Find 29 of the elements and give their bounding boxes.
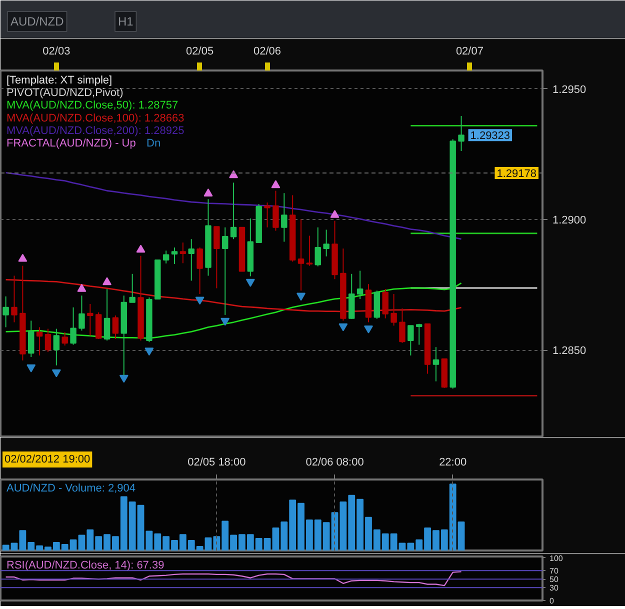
- text: AUD/NZD: [10, 14, 64, 28]
- x-tick-label: 22:00: [439, 456, 467, 468]
- text: Dn: [146, 138, 161, 150]
- y-tick-label: 1.2950: [552, 84, 586, 96]
- text: MVA(AUD/NZD.Close,200): 1.28925: [6, 124, 184, 137]
- y-tick-label: 1.2900: [552, 214, 586, 227]
- x-tick-label: 02/05 18:00: [188, 456, 246, 468]
- text: 1.29323: [470, 130, 510, 142]
- x-tick-label: 02/07: [456, 46, 484, 58]
- x-tick-label: 02/06: [254, 46, 282, 58]
- y-tick-label: 30: [550, 584, 559, 593]
- text: PIVOT(AUD/NZD,Pivot): [6, 87, 124, 100]
- x-tick-label: 02/03: [42, 46, 70, 58]
- x-tick-label: 02/06 08:00: [306, 456, 364, 468]
- text: MVA(AUD/NZD.Close,50): 1.28757: [6, 100, 178, 112]
- y-tick-label: 0: [550, 596, 554, 606]
- ref-line-label: 1.29178: [496, 168, 537, 180]
- y-tick-label: 1.2850: [552, 345, 586, 358]
- text: MVA(AUD/NZD.Close,100): 1.28663: [6, 112, 184, 124]
- chart-title: AUD/NZD - Volume: 2,904: [6, 482, 136, 494]
- x-tick-label: 02/05: [186, 46, 214, 58]
- text: FRACTAL(AUD/NZD) - Up: [6, 138, 136, 150]
- y-tick-label: 50: [550, 575, 559, 584]
- y-tick-label: 70: [550, 566, 559, 576]
- y-tick-label: 100: [550, 554, 564, 563]
- text: H1: [118, 14, 134, 28]
- text: 02/02/2012 19:00: [4, 454, 90, 466]
- chart-title: [Template: XT simple]: [6, 74, 112, 86]
- chart-title: RSI(AUD/NZD.Close, 14): 67.39: [6, 560, 164, 572]
